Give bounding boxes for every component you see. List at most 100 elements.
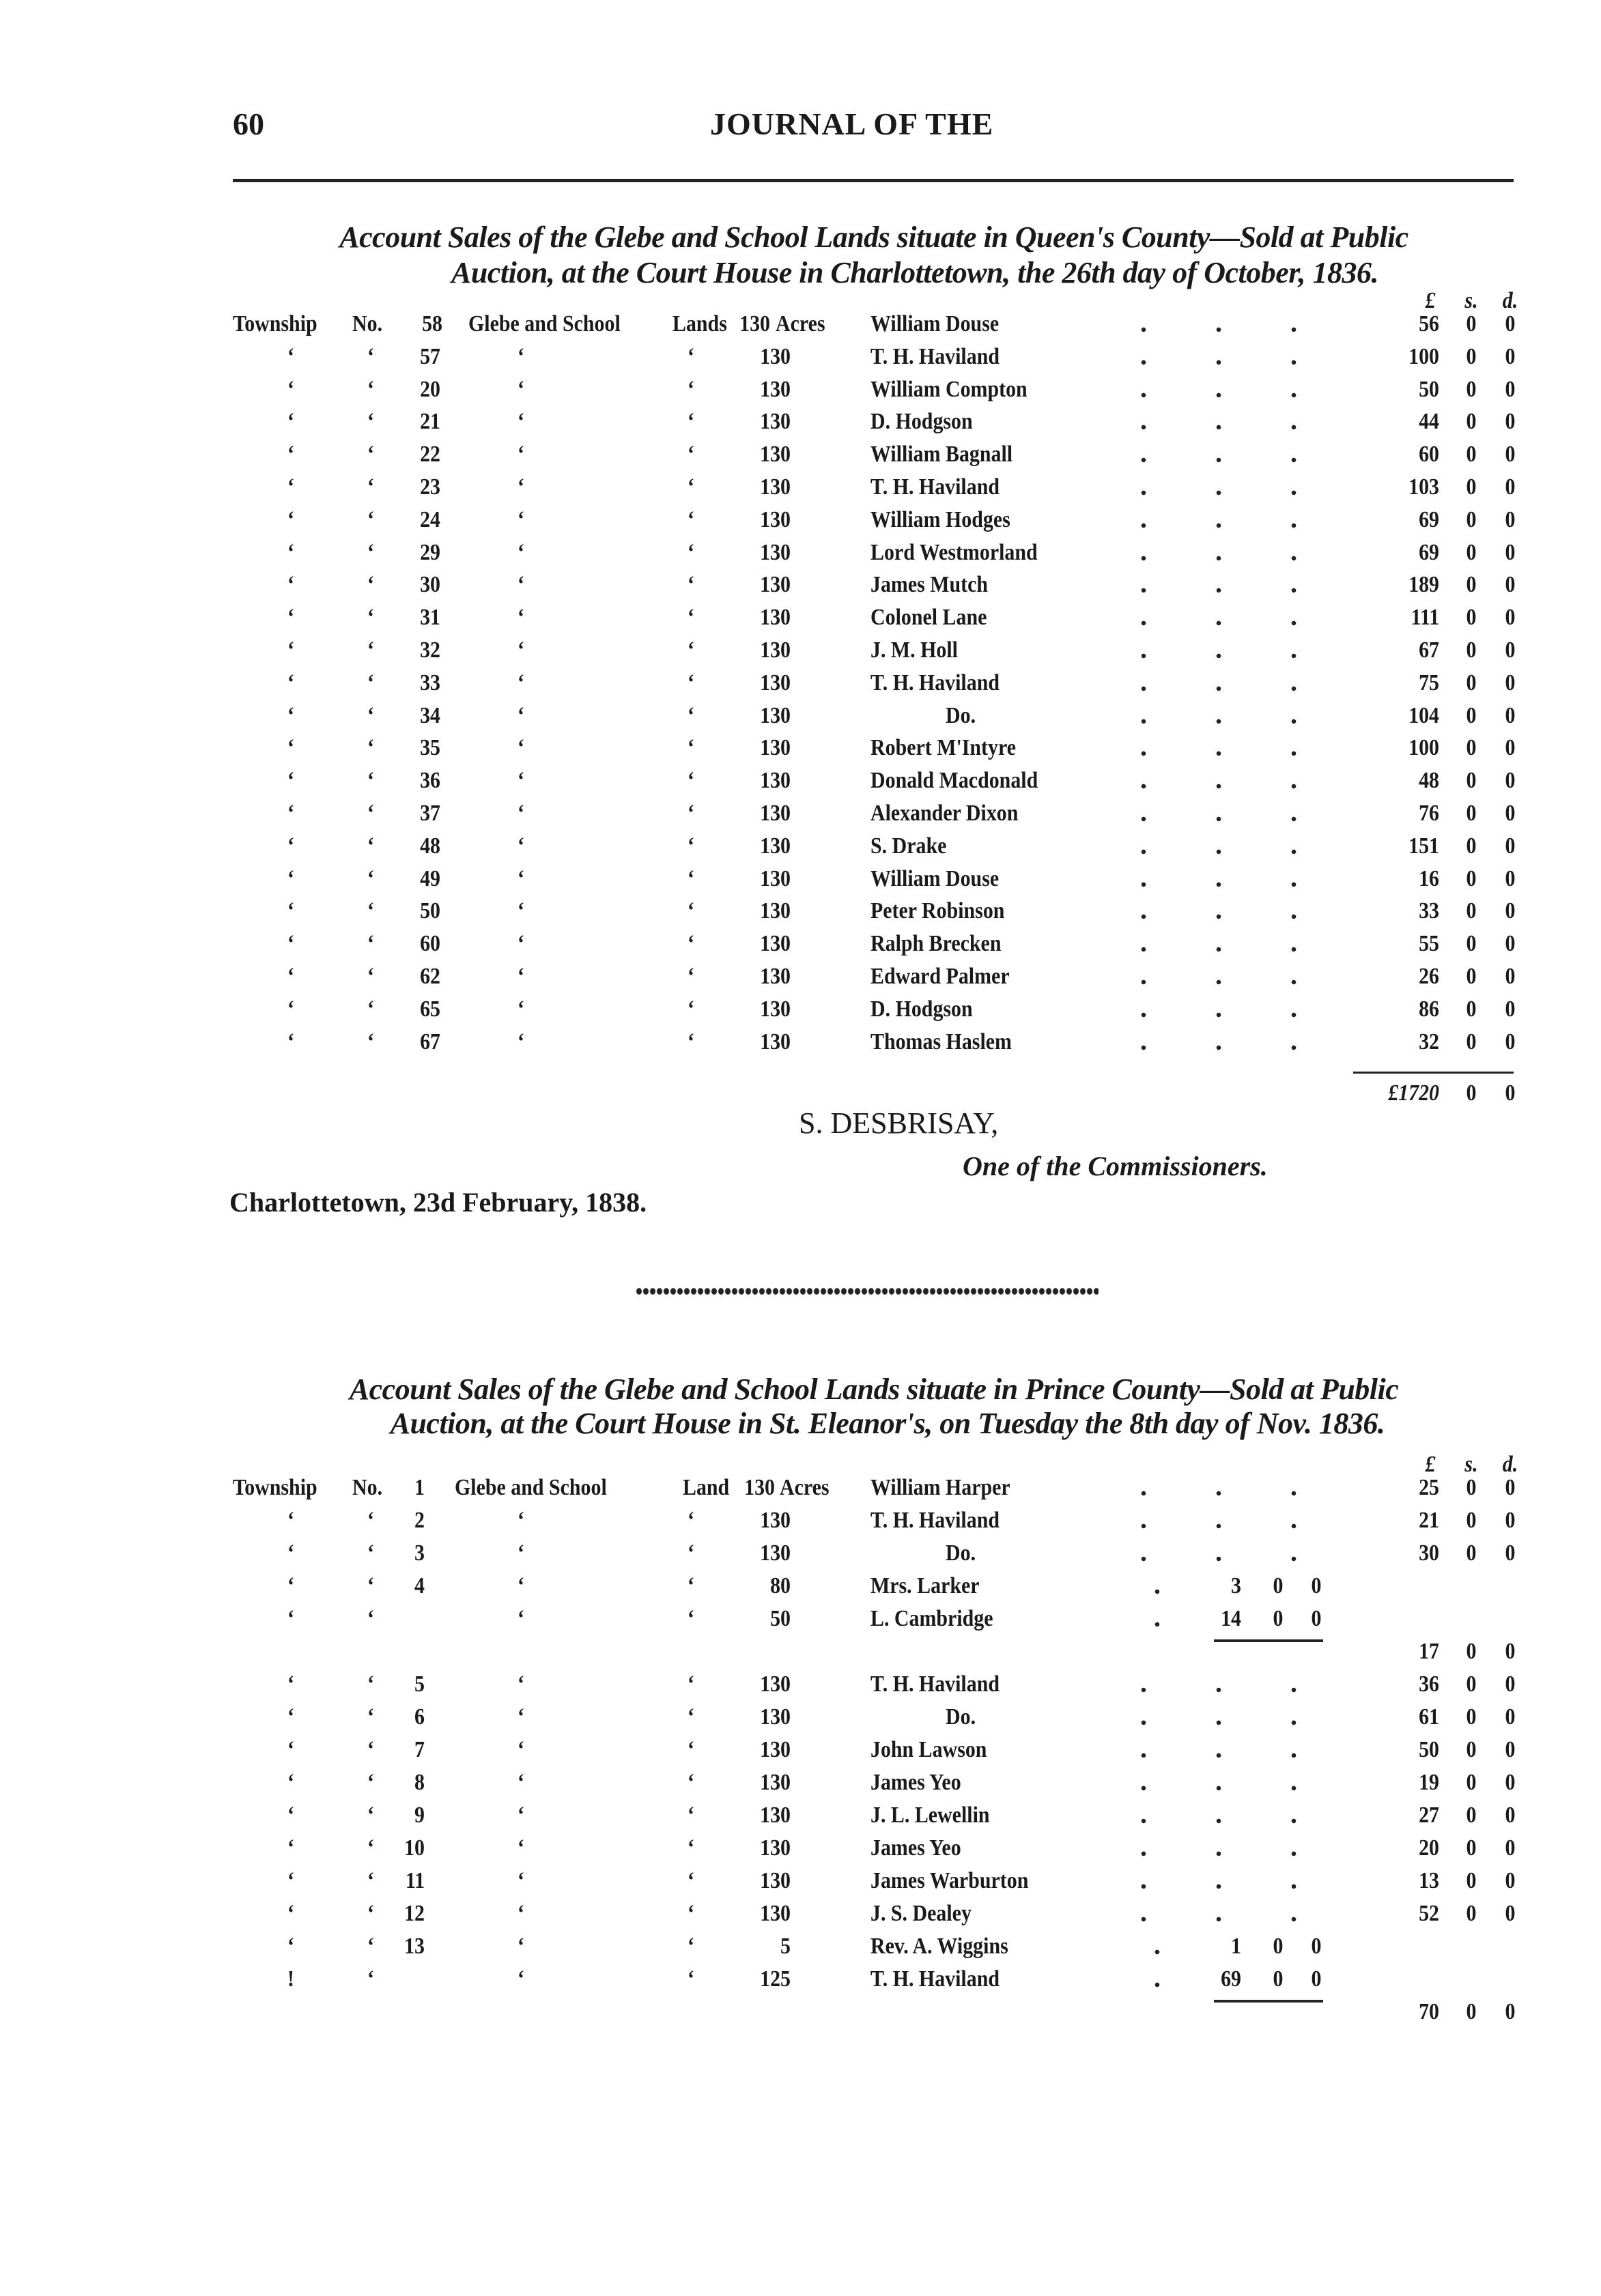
- amount-pounds: 33: [1419, 898, 1439, 924]
- purchaser-name: James Yeo: [870, 1770, 961, 1795]
- township-cell: ‘: [287, 670, 294, 695]
- amount-pounds: 75: [1419, 670, 1439, 695]
- lot-number: 65: [420, 996, 440, 1022]
- queens-title-line2: Auction, at the Court House in Charlotte…: [451, 256, 1378, 289]
- amount-pounds: 16: [1419, 865, 1439, 891]
- amount-pence: 0: [1505, 1475, 1516, 1500]
- lands-cell: ‘: [518, 1606, 524, 1631]
- amount-pounds: 56: [1419, 311, 1439, 336]
- no-cell: ‘: [367, 1868, 374, 1893]
- dot-leader: [1106, 457, 1331, 463]
- lands-cell: ‘: [518, 474, 524, 500]
- amount-shillings: 0: [1466, 931, 1477, 957]
- amount-shillings: 0: [1466, 1671, 1477, 1697]
- amount-pounds: 189: [1408, 572, 1439, 598]
- pence-header: d.: [1502, 288, 1518, 313]
- amount-pence: 0: [1505, 833, 1516, 859]
- purchaser-name: T. H. Haviland: [870, 474, 1000, 500]
- lands-cell: ‘: [688, 1671, 694, 1697]
- amount-pounds: 50: [1419, 376, 1439, 402]
- lands-cell: ‘: [518, 1540, 524, 1566]
- purchaser-name: James Mutch: [870, 572, 989, 598]
- subamount-pence: 0: [1311, 1606, 1322, 1631]
- lot-number: 22: [420, 442, 440, 468]
- lands-cell: ‘: [688, 1901, 694, 1926]
- amount-shillings: 0: [1466, 506, 1477, 532]
- acres-cell: 130: [760, 1671, 791, 1697]
- township-cell: ‘: [287, 996, 294, 1022]
- lands-cell: ‘: [518, 1835, 524, 1861]
- dot-leader: [1106, 522, 1331, 528]
- amount-pounds: 61: [1419, 1704, 1439, 1730]
- township-cell: ‘: [287, 1868, 294, 1893]
- amount-shillings: 0: [1466, 474, 1477, 500]
- dot-leader: [1106, 1753, 1331, 1758]
- pounds-header: £: [1425, 1452, 1436, 1477]
- amount-pence: 0: [1505, 670, 1516, 695]
- no-cell: ‘: [367, 1934, 374, 1959]
- acres-cell: 130: [760, 735, 791, 761]
- amount-pence: 0: [1505, 1540, 1516, 1566]
- township-cell: ‘: [287, 1606, 294, 1631]
- no-cell: ‘: [367, 1901, 374, 1926]
- purchaser-name: Peter Robinson: [870, 898, 1005, 924]
- lands-cell: ‘: [518, 1934, 524, 1959]
- lands-cell: ‘: [688, 1966, 694, 1992]
- amount-pounds: 21: [1419, 1508, 1439, 1533]
- no-cell: ‘: [367, 898, 374, 924]
- pounds-header: £: [1425, 288, 1436, 313]
- dot-leader: [1120, 1982, 1195, 1988]
- signature-role: One of the Commissioners.: [963, 1151, 1268, 1181]
- amount-pence: 0: [1505, 702, 1516, 728]
- acres-cell: 130: [760, 442, 791, 468]
- dot-leader: [1106, 1785, 1331, 1791]
- dot-leader: [1106, 685, 1331, 691]
- township-cell: ‘: [287, 1704, 294, 1730]
- dot-leader: [1106, 848, 1331, 855]
- amount-pounds: 100: [1408, 343, 1439, 369]
- lands-cell: ‘: [688, 1540, 694, 1566]
- no-cell: ‘: [367, 833, 374, 859]
- lands-cell: ‘: [518, 735, 524, 761]
- lands-cell: ‘: [518, 1803, 524, 1828]
- lands-cell: ‘: [688, 833, 694, 859]
- no-cell: ‘: [367, 343, 374, 369]
- lands-cell: ‘: [688, 376, 694, 402]
- lands-cell: ‘: [688, 442, 694, 468]
- subamount-pounds: 3: [1231, 1573, 1241, 1598]
- lands-cell: ‘: [518, 702, 524, 728]
- township-cell: ‘: [287, 1901, 294, 1926]
- lands-cell: ‘: [688, 1737, 694, 1762]
- amount-pounds: 26: [1419, 964, 1439, 989]
- purchaser-name: T. H. Haviland: [870, 670, 1000, 695]
- acres-cell: 130: [744, 1475, 775, 1500]
- no-cell: ‘: [367, 1770, 374, 1795]
- dot-leader: [1106, 555, 1331, 561]
- lands-cell: ‘: [518, 506, 524, 532]
- acres-cell: 130: [760, 637, 791, 663]
- purchaser-name: Mrs. Larker: [870, 1573, 980, 1598]
- purchaser-name: Alexander Dixon: [870, 801, 1019, 826]
- dot-leader: [1106, 425, 1331, 431]
- amount-pence: 0: [1505, 442, 1516, 468]
- lands-cell: Glebe and School: [455, 1475, 607, 1500]
- purchaser-name: William Douse: [870, 865, 1000, 891]
- amount-pence: 0: [1505, 376, 1516, 402]
- lot-number: 30: [420, 572, 440, 598]
- amount-pounds: 67: [1419, 637, 1439, 663]
- amount-pounds: 55: [1419, 931, 1439, 957]
- lot-number: 37: [420, 801, 440, 826]
- lands-cell: ‘: [688, 1508, 694, 1533]
- lands-cell: ‘: [688, 1770, 694, 1795]
- township-cell: ‘: [287, 1737, 294, 1762]
- prince-title-line1: Account Sales of the Glebe and School La…: [349, 1373, 1399, 1406]
- no-cell: ‘: [367, 702, 374, 728]
- amount-pounds: 13: [1419, 1868, 1439, 1893]
- amount-pence: 0: [1505, 865, 1516, 891]
- amount-pence: 0: [1505, 539, 1516, 565]
- acres-cell: 130: [760, 801, 791, 826]
- lands-cell: ‘: [688, 506, 694, 532]
- acres-cell: 5: [780, 1934, 791, 1959]
- lands-cell: ‘: [688, 572, 694, 598]
- amount-shillings: 0: [1466, 1508, 1477, 1533]
